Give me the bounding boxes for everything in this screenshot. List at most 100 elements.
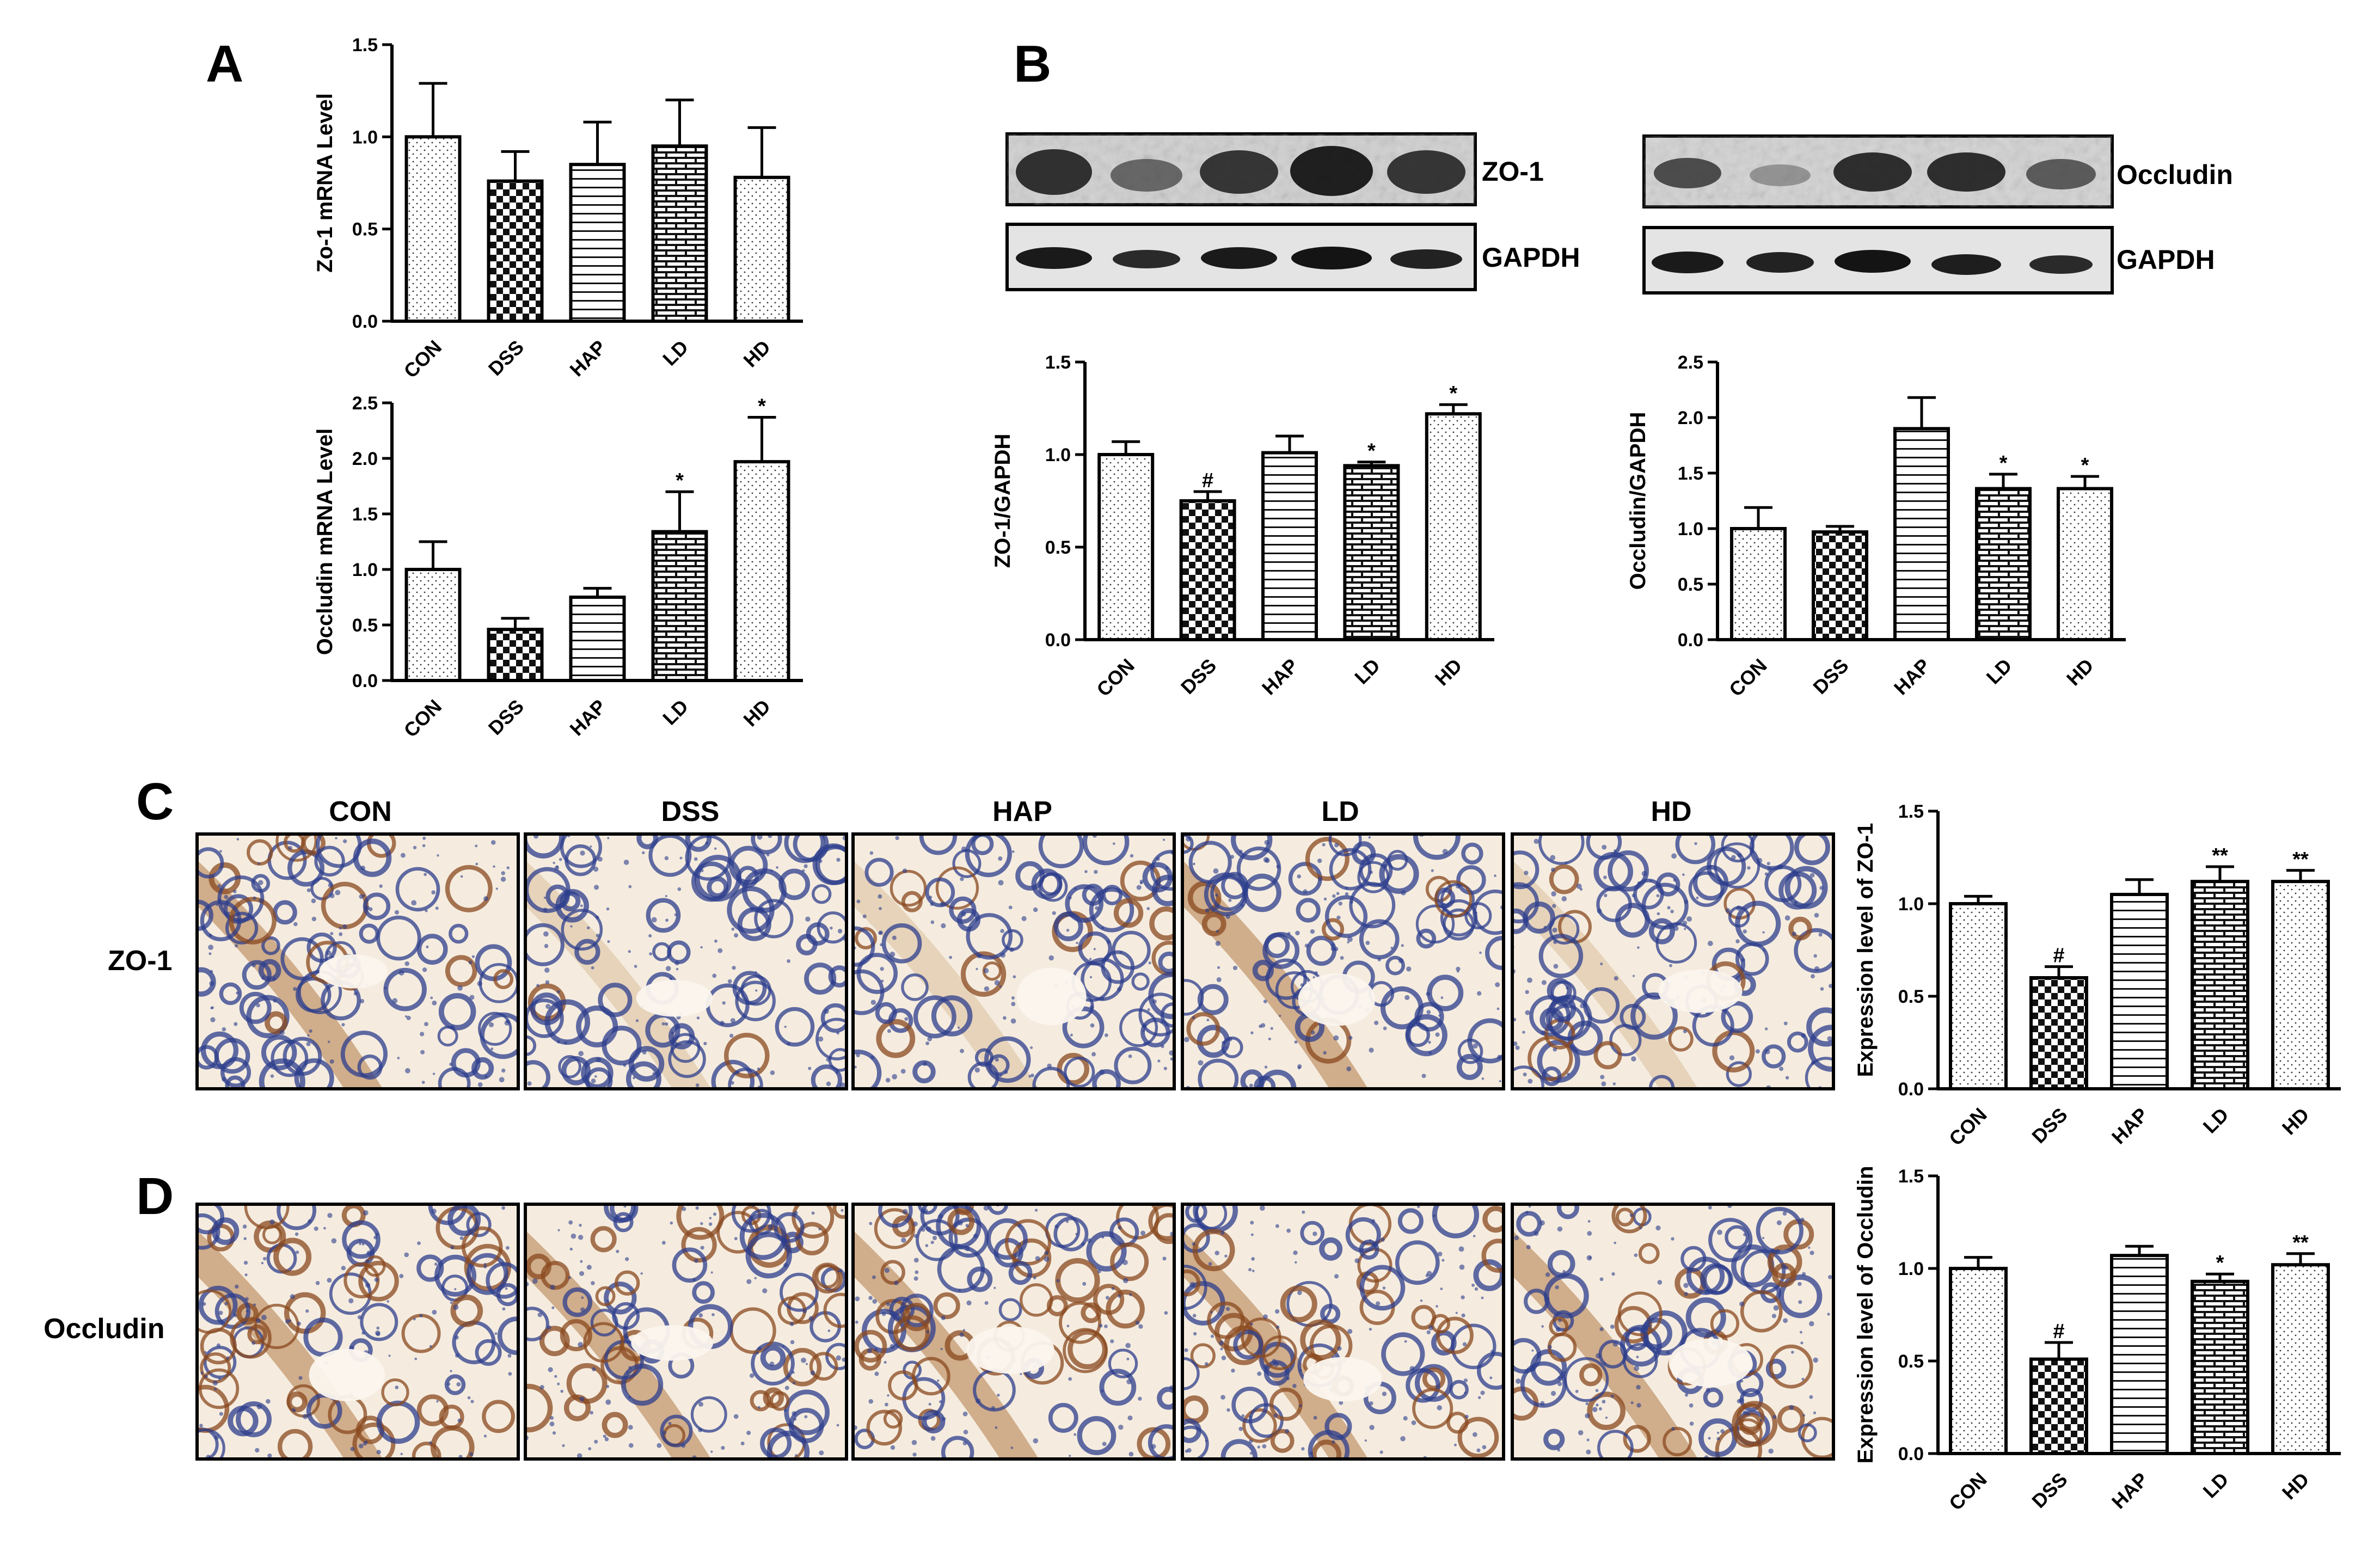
x-tick-label: CON	[1725, 654, 1771, 701]
ihc-title-hap: HAP	[992, 796, 1052, 827]
ihc-image-occludin-ld	[1181, 1203, 1505, 1461]
x-tick-label: CON	[1945, 1103, 1991, 1150]
blot-loading-label-occludin: GAPDH	[2117, 244, 2215, 275]
western-blot-zo1: ZO-1 GAPDH	[1005, 132, 1580, 291]
significance-mark: *	[2081, 454, 2089, 477]
bar-hap	[2110, 1254, 2169, 1455]
ihc-image-occludin-hap	[851, 1203, 1176, 1461]
y-tick-label: 0.5	[1045, 537, 1071, 558]
bar-hap	[1261, 451, 1318, 641]
x-tick-label: HAP	[565, 695, 610, 740]
y-axis-label: Zo-1 mRNA Level	[313, 93, 337, 273]
significance-mark: #	[2053, 1320, 2064, 1343]
ihc-image-occludin-hd	[1511, 1203, 1835, 1461]
y-tick-label: 1.0	[1898, 894, 1924, 915]
western-blot-occludin: Occludin GAPDH	[1642, 134, 2233, 295]
y-tick-label: 1.0	[1045, 445, 1071, 465]
x-tick-label: HAP	[1258, 654, 1303, 700]
x-tick-label: DSS	[2027, 1103, 2071, 1148]
chart-a-bottom: 0.0 0.5 1.0 1.5 2.0 2.5 Occludin mRNA Level CON…	[313, 393, 803, 741]
chart-a-top: 0.0 0.5 1.0 1.5 Zo-1 mRNA Level CON DSS HAP LD HD	[313, 35, 803, 382]
y-tick-label: 0.5	[352, 615, 378, 636]
x-tick-label: HD	[2278, 1103, 2314, 1139]
y-tick-label: 1.5	[352, 35, 378, 56]
bar-hap	[569, 596, 626, 682]
y-tick-label: 0.5	[352, 219, 378, 240]
bar-con	[1730, 527, 1787, 641]
x-tick-label: DSS	[484, 695, 528, 739]
x-tick-label: DSS	[1808, 654, 1853, 698]
y-tick-label: 0.0	[1898, 1079, 1924, 1100]
significance-mark: *	[676, 469, 684, 492]
significance-mark: #	[1202, 469, 1213, 492]
bar-hd	[733, 460, 790, 682]
y-tick-label: 0.0	[352, 671, 378, 691]
y-tick-label: 2.0	[1678, 408, 1703, 428]
ihc-image-zo-1-hd	[1511, 832, 1835, 1090]
x-tick-label: LD	[2199, 1103, 2233, 1138]
blot-target-label-zo1: ZO-1	[1482, 156, 1544, 187]
y-axis-label: ZO-1/GAPDH	[991, 434, 1015, 568]
significance-mark: **	[2292, 848, 2309, 871]
x-tick-label: CON	[1092, 654, 1139, 701]
y-tick-label: 1.5	[1898, 801, 1924, 822]
bar-hd	[2057, 487, 2113, 641]
x-tick-label: LD	[658, 695, 692, 729]
x-tick-label: HAP	[2107, 1468, 2152, 1513]
significance-mark: **	[2212, 844, 2228, 867]
y-tick-label: 0.0	[1678, 630, 1703, 651]
bar-hd	[733, 175, 790, 323]
y-tick-label: 2.5	[352, 393, 378, 414]
ihc-title-con: CON	[329, 796, 392, 827]
x-tick-label: DSS	[2027, 1468, 2071, 1512]
panel-letter-c: C	[136, 772, 174, 831]
significance-mark: #	[2053, 945, 2064, 967]
significance-mark: **	[2292, 1231, 2309, 1254]
x-tick-label: HAP	[2107, 1103, 2152, 1149]
bar-ld	[2191, 1279, 2249, 1456]
bar-ld	[2191, 880, 2249, 1090]
chart-c-chart: 0.0 0.5 1.0 1.5 Expression level of ZO-1 CON #…	[1854, 801, 2341, 1150]
y-tick-label: 2.0	[352, 449, 378, 469]
y-axis-label: Occludin mRNA Level	[313, 428, 337, 655]
bar-hd	[2271, 880, 2330, 1090]
bar-con	[1097, 453, 1155, 641]
ihc-image-grid	[195, 832, 1835, 1461]
bar-con	[404, 135, 462, 323]
y-tick-label: 0.5	[1898, 1351, 1924, 1372]
y-tick-label: 1.5	[1898, 1166, 1924, 1187]
y-tick-label: 1.0	[1678, 519, 1703, 539]
ihc-title-ld: LD	[1321, 796, 1359, 827]
bar-hap	[2110, 893, 2169, 1090]
y-tick-label: 0.0	[352, 311, 378, 332]
significance-mark: *	[2216, 1252, 2224, 1274]
x-tick-label: LD	[2199, 1468, 2233, 1503]
x-tick-label: HD	[1431, 654, 1467, 690]
panel-letter-a: A	[206, 35, 243, 93]
significance-mark: *	[1367, 440, 1376, 463]
bar-dss	[2029, 976, 2088, 1090]
x-tick-label: LD	[658, 336, 692, 370]
bar-ld	[651, 530, 708, 682]
blot-loading-zo1	[1005, 223, 1477, 291]
y-tick-label: 1.0	[352, 127, 378, 148]
ihc-image-zo-1-hap	[851, 832, 1176, 1090]
bar-dss	[487, 628, 544, 683]
x-tick-label: CON	[1945, 1468, 1991, 1515]
y-tick-label: 0.0	[1045, 630, 1071, 651]
bar-hap	[1893, 427, 1950, 642]
blot-target-zo1	[1005, 132, 1477, 206]
bar-ld	[1343, 464, 1400, 642]
x-tick-label: HD	[739, 695, 775, 731]
y-axis-label: Occludin/GAPDH	[1626, 412, 1650, 590]
chart-layer: 0.0 0.5 1.0 1.5 Zo-1 mRNA Level CON DSS HAP LD HD…	[313, 35, 2341, 1515]
y-axis-label: Expression level of Occludin	[1854, 1166, 1878, 1464]
blot-target-label-occludin: Occludin	[2117, 160, 2233, 190]
ihc-image-zo-1-con	[195, 832, 520, 1090]
x-tick-label: DSS	[1176, 654, 1220, 698]
ihc-row-label-zo1: ZO-1	[108, 945, 172, 977]
x-tick-label: LD	[1350, 654, 1384, 689]
x-tick-label: DSS	[484, 336, 528, 380]
x-tick-label: HD	[739, 336, 775, 372]
x-tick-label: HD	[2062, 654, 2098, 690]
